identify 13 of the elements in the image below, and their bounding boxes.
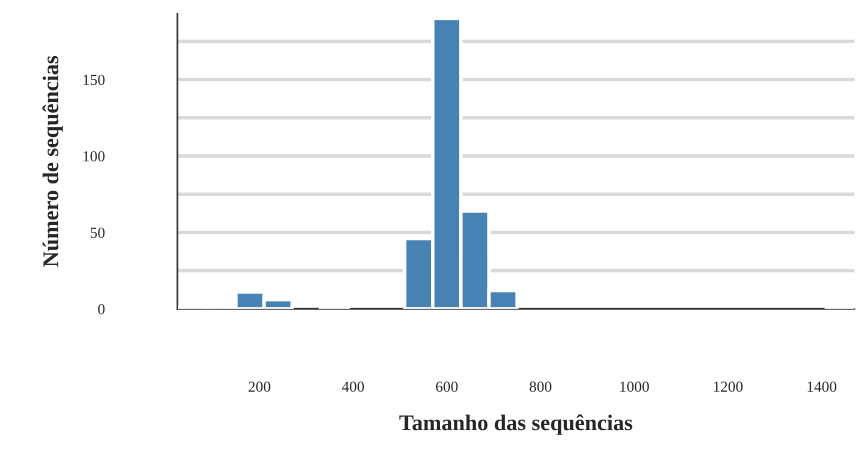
x-axis-title: Tamanho das sequências bbox=[399, 414, 632, 435]
y-axis-title: Número de sequências bbox=[42, 56, 63, 267]
y-tick-label: 100 bbox=[84, 151, 105, 162]
x-tick-label: 1400 bbox=[808, 382, 836, 392]
x-tick-label: 200 bbox=[248, 382, 270, 392]
x-tick-label: 1200 bbox=[714, 382, 743, 392]
y-tick-label: 50 bbox=[90, 228, 105, 238]
y-tick-label: 150 bbox=[84, 74, 105, 86]
y-tick-label: 0 bbox=[98, 304, 105, 314]
x-tick-label: 600 bbox=[436, 382, 458, 392]
x-tick-label: 400 bbox=[342, 382, 364, 392]
x-tick-label: 1000 bbox=[620, 382, 649, 392]
x-tick-label: 800 bbox=[530, 382, 552, 392]
